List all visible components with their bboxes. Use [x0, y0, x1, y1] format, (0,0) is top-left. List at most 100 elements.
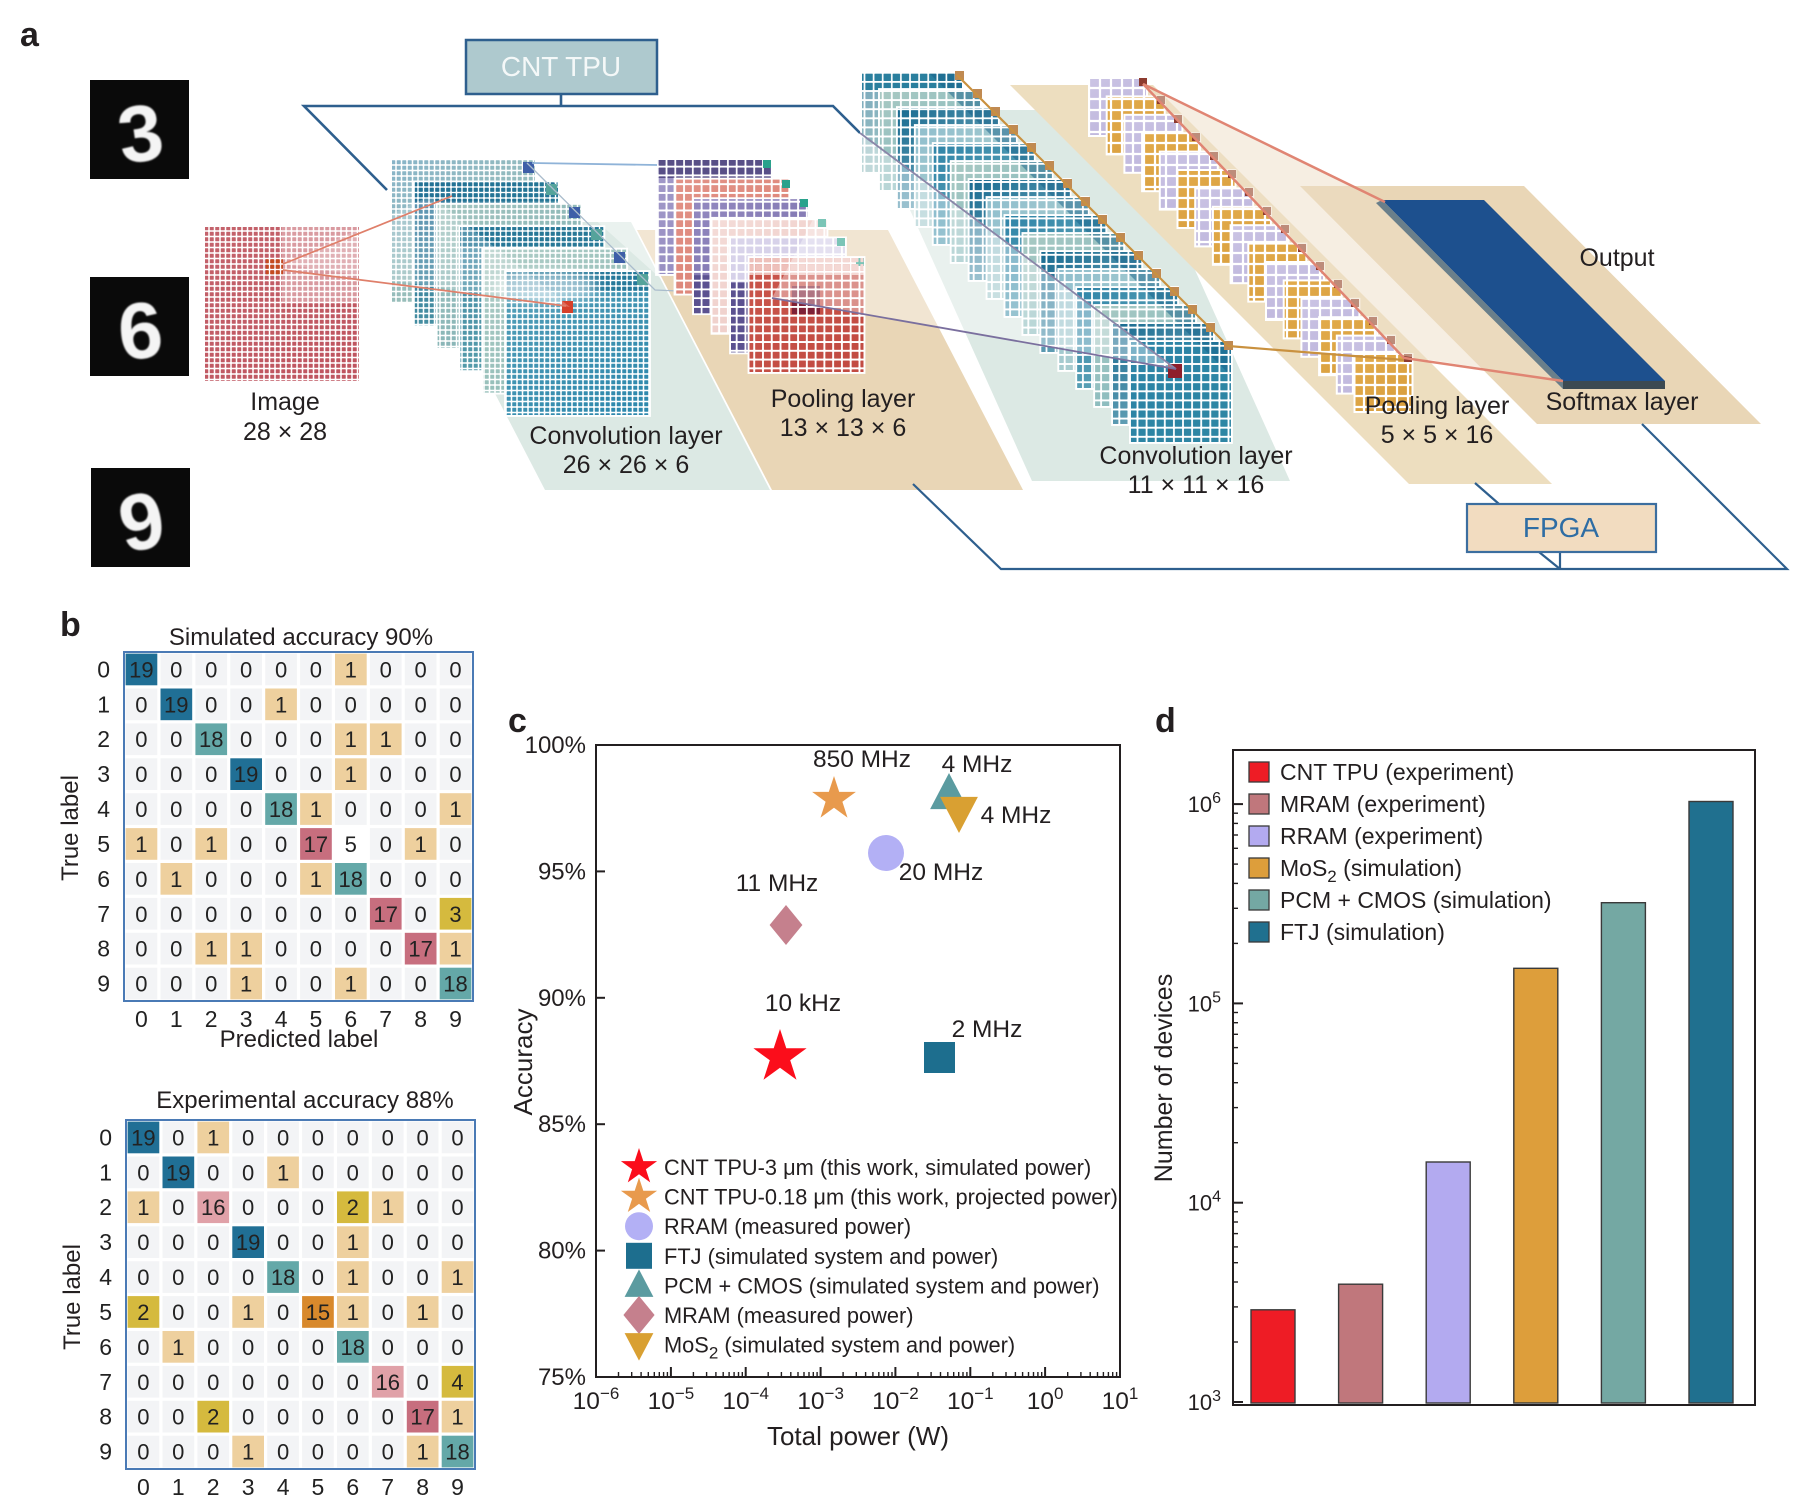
- svg-text:0: 0: [137, 1474, 150, 1495]
- svg-text:0: 0: [449, 867, 461, 892]
- svg-text:1: 1: [347, 1230, 359, 1255]
- svg-text:0: 0: [275, 762, 287, 787]
- svg-text:0: 0: [277, 1195, 289, 1220]
- svg-text:1: 1: [382, 1195, 394, 1220]
- svg-text:0: 0: [240, 832, 252, 857]
- svg-text:5: 5: [99, 1299, 112, 1325]
- svg-text:0: 0: [242, 1335, 254, 1360]
- svg-text:0: 0: [380, 692, 392, 717]
- svg-text:0: 0: [170, 727, 182, 752]
- svg-text:0: 0: [240, 727, 252, 752]
- svg-text:0: 0: [170, 937, 182, 962]
- svg-text:0: 0: [416, 1126, 428, 1151]
- svg-text:1: 1: [451, 1265, 463, 1290]
- svg-text:7: 7: [97, 901, 110, 927]
- svg-text:0: 0: [170, 797, 182, 822]
- svg-text:6: 6: [99, 1334, 112, 1360]
- svg-text:0: 0: [310, 902, 322, 927]
- svg-text:5: 5: [312, 1474, 325, 1495]
- svg-text:0: 0: [345, 692, 357, 717]
- svg-text:0: 0: [416, 1230, 428, 1255]
- svg-text:0: 0: [275, 972, 287, 997]
- svg-text:0: 0: [414, 867, 426, 892]
- svg-text:0: 0: [242, 1195, 254, 1220]
- svg-text:0: 0: [312, 1405, 324, 1430]
- svg-text:18: 18: [445, 1440, 469, 1465]
- svg-text:0: 0: [170, 762, 182, 787]
- svg-text:1: 1: [170, 1006, 183, 1032]
- svg-text:3: 3: [99, 1229, 112, 1255]
- svg-text:0: 0: [172, 1300, 184, 1325]
- svg-text:0: 0: [240, 658, 252, 683]
- svg-text:1: 1: [240, 937, 252, 962]
- svg-text:0: 0: [277, 1370, 289, 1395]
- svg-text:18: 18: [339, 867, 363, 892]
- svg-text:0: 0: [414, 762, 426, 787]
- svg-text:0: 0: [240, 902, 252, 927]
- svg-text:0: 0: [135, 902, 147, 927]
- svg-text:85%: 85%: [538, 1111, 586, 1138]
- svg-text:0: 0: [380, 797, 392, 822]
- svg-text:0: 0: [382, 1230, 394, 1255]
- svg-text:7: 7: [381, 1474, 394, 1495]
- svg-text:0: 0: [347, 1440, 359, 1465]
- svg-text:17: 17: [410, 1405, 434, 1430]
- svg-text:0: 0: [451, 1126, 463, 1151]
- svg-text:Accuracy: Accuracy: [508, 1009, 538, 1116]
- svg-text:9: 9: [451, 1474, 464, 1495]
- svg-text:0: 0: [382, 1335, 394, 1360]
- svg-text:CNT TPU-0.18 μm (this work, pr: CNT TPU-0.18 μm (this work, projected po…: [664, 1185, 1118, 1210]
- svg-text:18: 18: [199, 727, 223, 752]
- svg-text:2: 2: [347, 1195, 359, 1220]
- svg-text:18: 18: [341, 1335, 365, 1360]
- svg-text:0: 0: [451, 1335, 463, 1360]
- svg-text:Convolution layer: Convolution layer: [1099, 442, 1292, 470]
- svg-text:0: 0: [205, 972, 217, 997]
- svg-text:0: 0: [380, 972, 392, 997]
- svg-text:1: 1: [451, 1405, 463, 1430]
- svg-text:3: 3: [97, 761, 110, 787]
- svg-text:CNT TPU-3 μm (this work, simul: CNT TPU-3 μm (this work, simulated power…: [664, 1155, 1091, 1180]
- svg-text:2: 2: [97, 726, 110, 752]
- svg-text:0: 0: [312, 1126, 324, 1151]
- svg-text:9: 9: [449, 1006, 462, 1032]
- svg-text:True label: True label: [59, 1244, 86, 1350]
- svg-text:0: 0: [310, 658, 322, 683]
- svg-text:0: 0: [207, 1440, 219, 1465]
- svg-text:0: 0: [172, 1230, 184, 1255]
- svg-text:5: 5: [310, 1006, 323, 1032]
- svg-text:16: 16: [375, 1370, 399, 1395]
- svg-text:0: 0: [451, 1300, 463, 1325]
- svg-text:a: a: [20, 16, 40, 54]
- svg-text:0: 0: [414, 658, 426, 683]
- svg-text:CNT TPU (experiment): CNT TPU (experiment): [1280, 759, 1514, 785]
- svg-text:1: 1: [380, 727, 392, 752]
- svg-text:4: 4: [277, 1474, 290, 1495]
- svg-text:0: 0: [310, 727, 322, 752]
- svg-text:0: 0: [170, 658, 182, 683]
- svg-text:0: 0: [275, 902, 287, 927]
- svg-text:0: 0: [312, 1265, 324, 1290]
- svg-text:MoS2 (simulated system and pow: MoS2 (simulated system and power): [664, 1333, 1015, 1363]
- svg-text:Number of devices: Number of devices: [1150, 974, 1178, 1182]
- svg-text:1: 1: [345, 972, 357, 997]
- svg-text:1: 1: [205, 832, 217, 857]
- svg-text:0: 0: [172, 1440, 184, 1465]
- svg-text:0: 0: [135, 797, 147, 822]
- svg-text:75%: 75%: [538, 1364, 586, 1391]
- svg-text:1: 1: [414, 832, 426, 857]
- svg-text:0: 0: [347, 1370, 359, 1395]
- svg-text:0: 0: [135, 972, 147, 997]
- svg-text:95%: 95%: [538, 858, 586, 885]
- svg-text:1: 1: [172, 1335, 184, 1360]
- svg-text:0: 0: [382, 1160, 394, 1185]
- svg-text:FTJ (simulation): FTJ (simulation): [1280, 919, 1445, 945]
- svg-text:0: 0: [347, 1405, 359, 1430]
- svg-text:0: 0: [312, 1195, 324, 1220]
- svg-text:0: 0: [135, 937, 147, 962]
- svg-text:0: 0: [380, 937, 392, 962]
- svg-text:1: 1: [449, 797, 461, 822]
- svg-text:28 × 28: 28 × 28: [243, 418, 327, 446]
- svg-text:0: 0: [172, 1195, 184, 1220]
- svg-text:CNT TPU: CNT TPU: [501, 51, 621, 82]
